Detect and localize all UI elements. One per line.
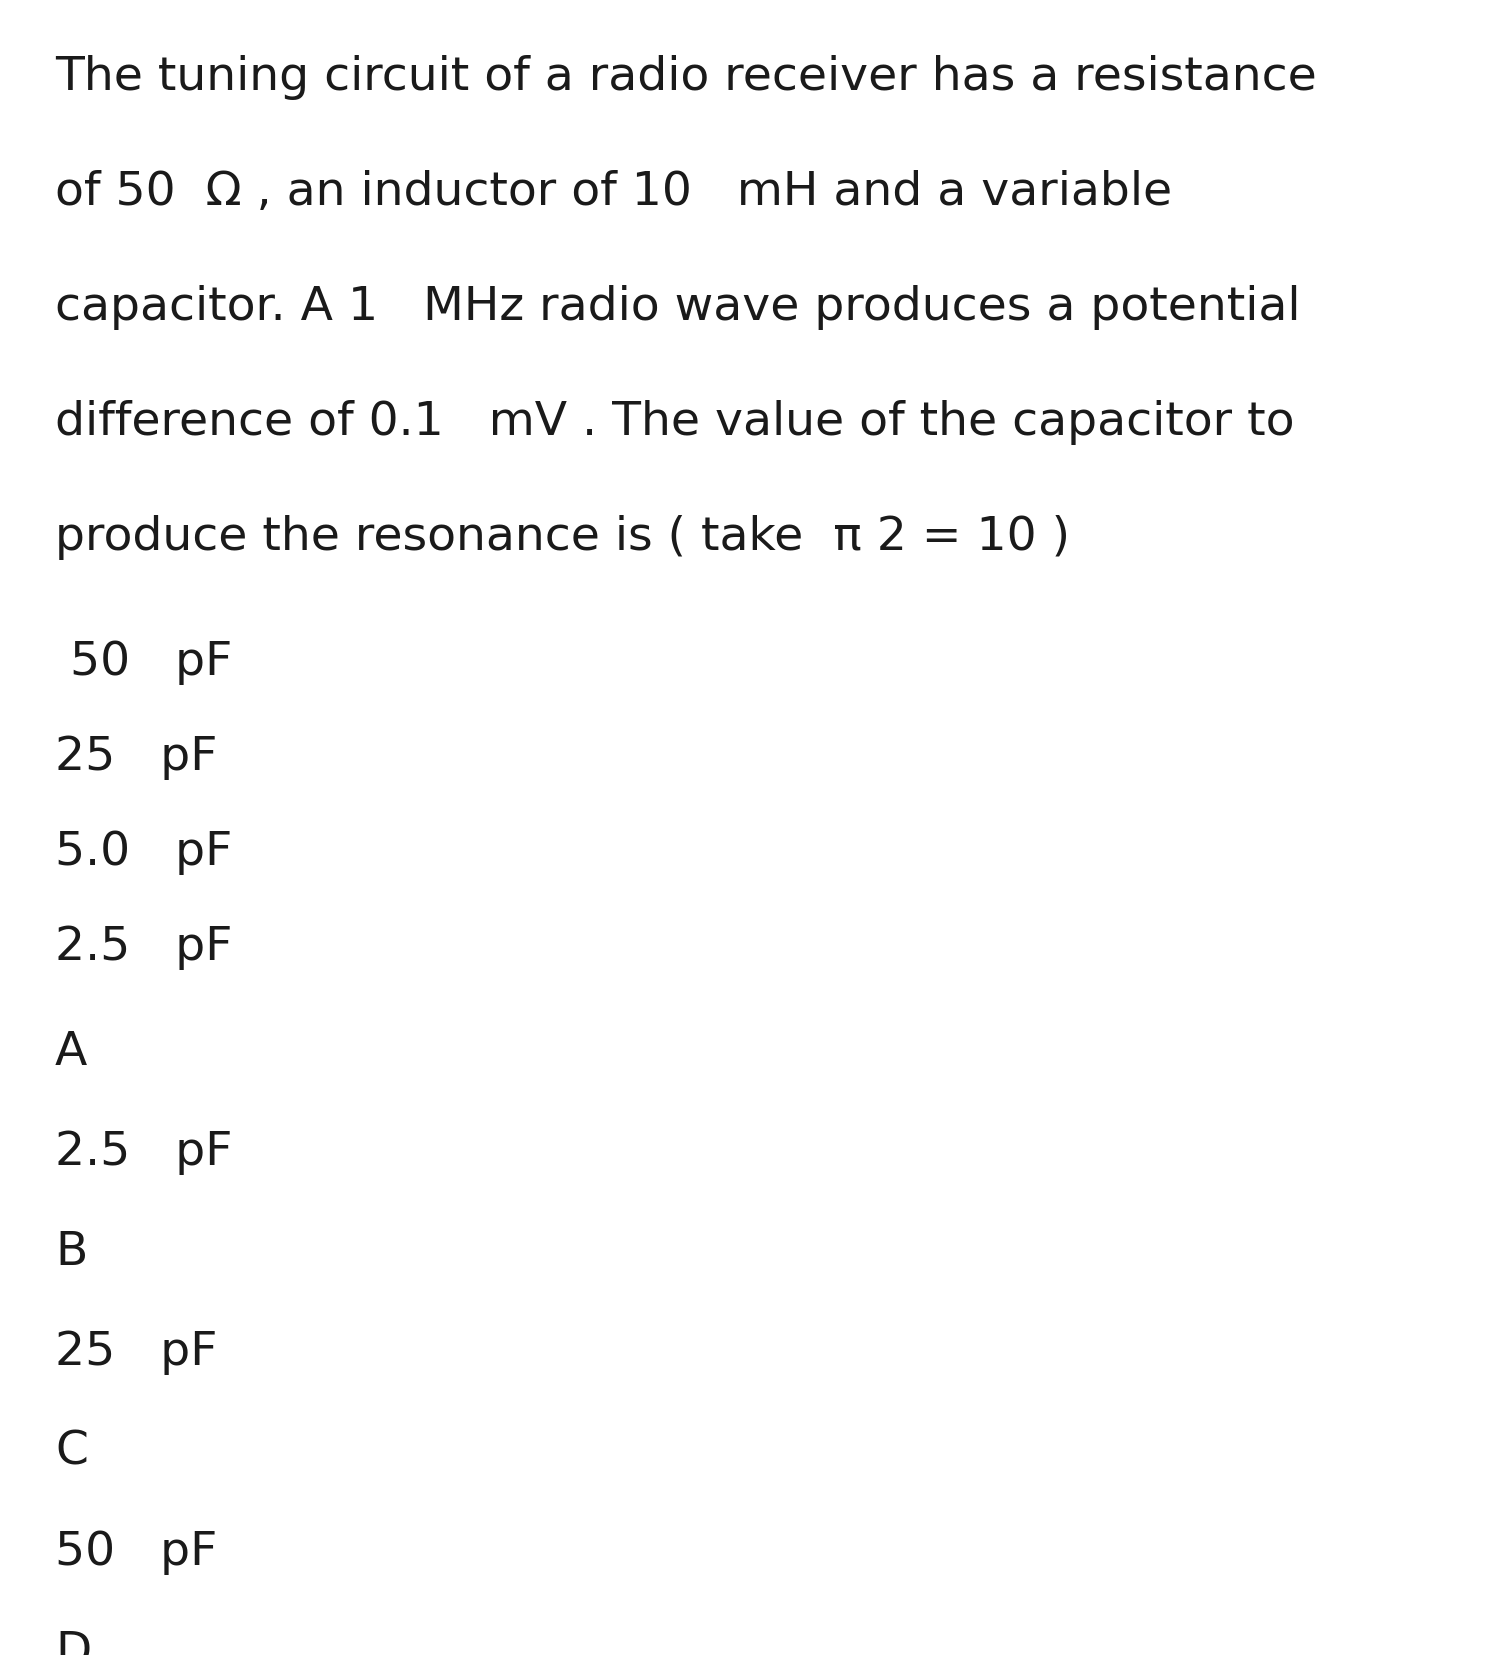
Text: capacitor. A 1   MHz radio wave produces a potential: capacitor. A 1 MHz radio wave produces a… — [56, 285, 1300, 329]
Text: of 50  Ω , an inductor of 10   mH and a variable: of 50 Ω , an inductor of 10 mH and a var… — [56, 170, 1172, 215]
Text: 25   pF: 25 pF — [56, 1329, 217, 1374]
Text: difference of 0.1   mV . The value of the capacitor to: difference of 0.1 mV . The value of the … — [56, 401, 1294, 445]
Text: 25   pF: 25 pF — [56, 735, 217, 780]
Text: A: A — [56, 1029, 87, 1074]
Text: The tuning circuit of a radio receiver has a resistance: The tuning circuit of a radio receiver h… — [56, 55, 1317, 99]
Text: 2.5   pF: 2.5 pF — [56, 1129, 232, 1175]
Text: 50   pF: 50 pF — [56, 1529, 217, 1574]
Text: 5.0   pF: 5.0 pF — [56, 829, 232, 874]
Text: D: D — [56, 1629, 92, 1655]
Text: 2.5   pF: 2.5 pF — [56, 925, 232, 970]
Text: B: B — [56, 1230, 87, 1274]
Text: produce the resonance is ( take  π 2 = 10 ): produce the resonance is ( take π 2 = 10… — [56, 515, 1070, 559]
Text: C: C — [56, 1430, 88, 1475]
Text: 50   pF: 50 pF — [56, 639, 232, 685]
